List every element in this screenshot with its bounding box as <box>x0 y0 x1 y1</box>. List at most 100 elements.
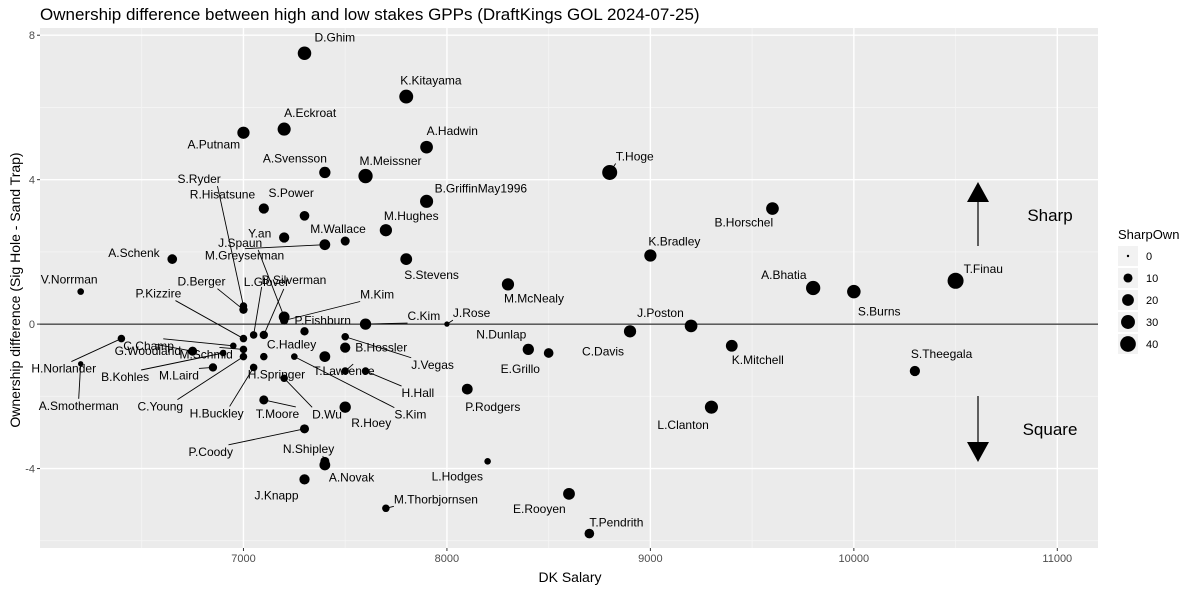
data-point <box>340 342 351 353</box>
legend-key-label: 20 <box>1146 295 1158 307</box>
data-point <box>704 400 718 414</box>
point-label: J.Vegas <box>411 358 454 372</box>
data-point <box>909 365 921 377</box>
point-label: C.Hadley <box>267 338 316 352</box>
point-label: P.Kizzire <box>135 287 181 301</box>
data-point <box>725 339 738 352</box>
label-connector <box>217 185 244 307</box>
data-point <box>319 166 331 179</box>
data-point <box>399 89 414 104</box>
point-label: L.Glover <box>244 275 289 289</box>
point-label: B.Silverman <box>262 273 327 287</box>
point-label: J.Knapp <box>255 488 299 502</box>
data-point <box>806 280 821 296</box>
label-connector <box>177 356 244 400</box>
data-point <box>400 253 413 266</box>
point-label: J.Poston <box>637 306 684 320</box>
point-label: S.Burns <box>858 305 901 319</box>
data-point <box>280 374 288 383</box>
square-annotation: Square <box>1023 420 1078 439</box>
data-point <box>623 325 637 338</box>
data-point <box>420 140 433 154</box>
point-label: T.Hoge <box>616 149 654 163</box>
point-label: N.Dunlap <box>476 327 526 341</box>
point-label: M.Laird <box>159 368 199 382</box>
point-label: A.Eckroat <box>284 106 337 120</box>
data-point <box>167 254 178 264</box>
data-point <box>188 346 198 356</box>
data-point <box>260 352 268 361</box>
label-connector <box>284 301 361 321</box>
data-point <box>297 46 312 61</box>
label-connector <box>228 428 305 446</box>
point-label: C.Davis <box>582 344 624 358</box>
point-label: K.Bradley <box>648 235 700 249</box>
size-legend: SharpOwn 0 10 20 30 40 <box>1118 227 1179 354</box>
y-tick-label: 8 <box>29 30 35 42</box>
x-axis-title: DK Salary <box>538 569 601 585</box>
point-label: A.Hadwin <box>427 124 478 138</box>
label-connector <box>217 288 244 311</box>
label-connector <box>163 338 234 347</box>
point-label: C.Young <box>137 400 183 414</box>
data-point <box>219 349 227 357</box>
data-point <box>259 330 268 340</box>
data-point <box>249 363 258 372</box>
data-point <box>444 321 450 327</box>
point-label: B.Hossler <box>355 341 407 355</box>
axes: 7000 8000 9000 10000 11000 -4 0 4 8 <box>25 30 1072 565</box>
label-connector <box>229 367 255 407</box>
legend-key-dot <box>1123 273 1133 283</box>
data-point <box>77 288 84 295</box>
point-label: T.Finau <box>964 262 1003 276</box>
point-label: D.Ghim <box>315 30 356 44</box>
data-point <box>484 458 491 465</box>
legend-key-label: 0 <box>1146 251 1152 263</box>
point-label: J.Spaun <box>218 236 262 250</box>
data-point <box>78 361 84 367</box>
data-point <box>420 194 434 208</box>
data-point <box>237 126 250 139</box>
point-label: M.Meissner <box>360 154 422 168</box>
legend-key-label: 30 <box>1146 317 1158 329</box>
label-connector <box>283 377 313 408</box>
data-point <box>543 348 554 358</box>
x-tick-label: 10000 <box>839 553 870 565</box>
point-label: T.Moore <box>256 407 300 421</box>
y-tick-label: -4 <box>25 464 35 476</box>
point-label: E.Grillo <box>501 362 541 376</box>
label-connector <box>263 288 285 336</box>
point-label: A.Putnam <box>187 138 240 152</box>
data-point <box>299 474 310 485</box>
label-connector <box>175 300 244 339</box>
point-label: S.Kim <box>394 408 426 422</box>
point-label: R.Hisatsune <box>190 188 256 202</box>
data-point <box>339 401 351 413</box>
data-point <box>279 232 290 243</box>
data-point <box>341 332 349 341</box>
data-points <box>77 46 964 539</box>
point-label: M.Wallace <box>310 222 366 236</box>
data-point <box>563 487 575 500</box>
data-point <box>584 528 595 539</box>
point-label: A.Novak <box>329 470 375 484</box>
point-label: H.Hall <box>402 386 435 400</box>
label-connector <box>263 399 296 408</box>
point-label: S.Theegala <box>911 347 973 361</box>
point-label: K.Mitchell <box>732 353 784 367</box>
point-label: A.Bhatia <box>761 268 807 282</box>
point-label: C.Champ <box>123 339 174 353</box>
data-point <box>319 351 331 363</box>
x-tick-label: 11000 <box>1042 553 1072 565</box>
data-point <box>259 395 269 405</box>
data-point <box>239 345 248 354</box>
point-label: D.Berger <box>177 275 225 289</box>
data-point <box>319 239 331 251</box>
data-point <box>299 424 310 434</box>
point-label: G.Woodland <box>115 344 182 358</box>
point-label: S.Ryder <box>177 172 220 186</box>
label-connector <box>244 244 325 250</box>
data-point <box>461 383 473 395</box>
sharp-annotation: Sharp <box>1027 206 1072 225</box>
data-point <box>684 319 698 333</box>
